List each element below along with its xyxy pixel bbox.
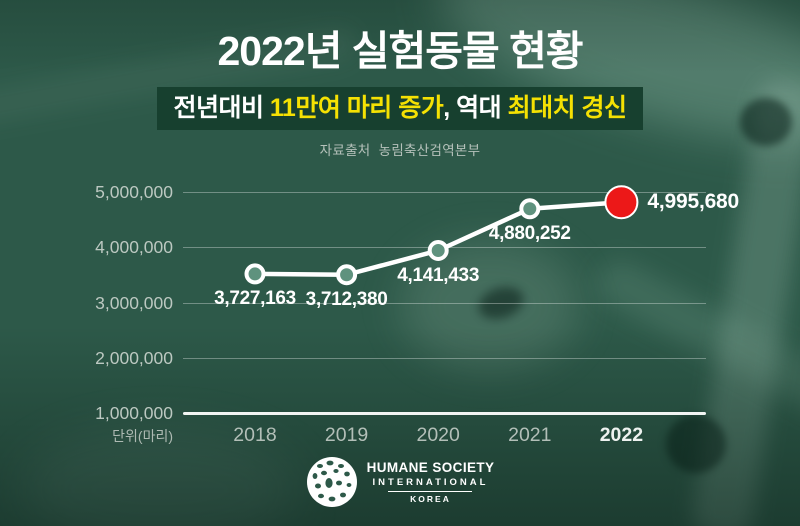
subtitle-segment: 11만여 마리 증가 xyxy=(269,94,444,122)
org-name-line2: INTERNATIONAL xyxy=(372,476,489,488)
globe-animals-emblem-icon xyxy=(306,457,357,507)
y-axis-tick-label: 4,000,000 xyxy=(95,237,173,258)
x-axis-tick-label: 2020 xyxy=(416,424,460,446)
gridline xyxy=(183,411,706,415)
cage-knob-top xyxy=(740,98,792,146)
value-label: 3,727,163 xyxy=(214,287,296,309)
x-axis-tick-label: 2019 xyxy=(324,424,369,446)
value-label: 4,141,433 xyxy=(397,264,480,286)
x-axis-tick-label: 2022 xyxy=(599,424,644,446)
data-source-caption: 자료출처 농림축산검역본부 xyxy=(319,143,481,158)
gridline xyxy=(183,192,706,193)
gridline xyxy=(183,302,706,304)
value-label-highlight: 4,995,680 xyxy=(647,190,740,214)
y-axis-tick-label: 1,000,000 xyxy=(95,403,173,423)
subtitle-banner-wrap: 전년대비 11만여 마리 증가, 역대 최대치 경신 xyxy=(0,87,800,130)
org-name-line3: KOREA xyxy=(410,494,451,505)
y-axis-tick-label: 2,000,000 xyxy=(95,347,173,368)
subtitle-segment: 전년대비 xyxy=(173,94,270,122)
org-name-line1: HUMANE SOCIETY xyxy=(366,459,495,475)
x-axis-tick-label: 2018 xyxy=(233,424,277,446)
gridline xyxy=(183,357,706,359)
org-logo-text: HUMANE SOCIETY INTERNATIONAL KOREA xyxy=(367,460,495,505)
value-label: 3,712,380 xyxy=(305,288,388,310)
subtitle-segment: 최대치 경신 xyxy=(507,94,627,122)
axis-unit-label: 단위(마리) xyxy=(112,428,173,444)
y-axis-tick-label: 3,000,000 xyxy=(95,292,173,313)
animal-fur-shape xyxy=(20,430,300,526)
x-axis-tick-label: 2021 xyxy=(508,424,552,446)
gridline xyxy=(183,247,706,249)
cage-knob-bottom xyxy=(666,415,726,473)
page-title: 2022년 실험동물 현황 xyxy=(217,28,583,74)
logo-divider xyxy=(388,490,473,493)
subtitle-segment: , 역대 xyxy=(443,94,508,122)
y-axis-tick-label: 5,000,000 xyxy=(95,182,173,202)
org-logo: HUMANE SOCIETY INTERNATIONAL KOREA xyxy=(0,456,800,508)
value-label: 4,880,252 xyxy=(488,222,571,244)
subtitle-banner: 전년대비 11만여 마리 증가, 역대 최대치 경신 xyxy=(157,87,643,130)
